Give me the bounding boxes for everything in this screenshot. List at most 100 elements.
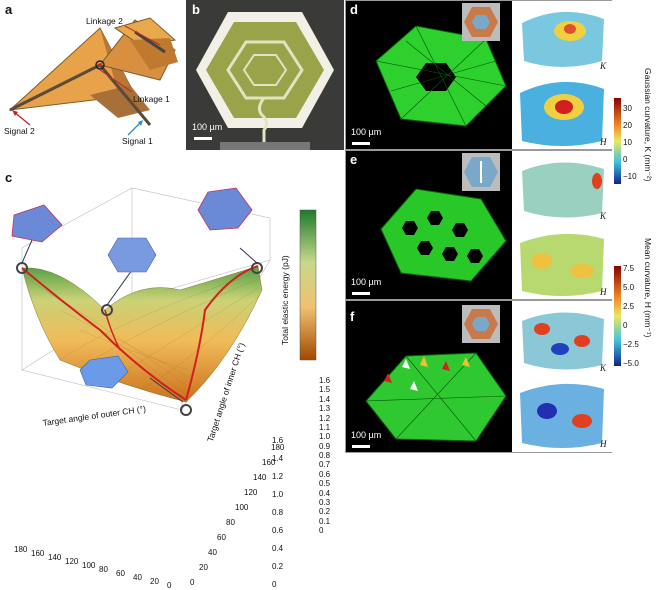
panel-d-maps: K H <box>512 1 612 149</box>
panel-c: c <box>0 170 345 590</box>
x-tick-5: 80 <box>99 565 108 574</box>
panel-d-thumbnail <box>462 3 500 41</box>
k-tick-2: 10 <box>623 138 632 147</box>
linkage2-label: Linkage 2 <box>86 16 123 26</box>
k-tick-3: 0 <box>623 155 628 164</box>
signal2-label: Signal 2 <box>4 126 35 136</box>
y-tick-1: 20 <box>199 563 208 572</box>
z-axis-label: Total elastic energy (pJ) <box>280 255 290 345</box>
panel-a-label: a <box>5 2 13 17</box>
z-tick-5: 1.0 <box>272 490 284 499</box>
curvature-colorbars <box>614 98 621 366</box>
x-tick-1: 160 <box>31 549 45 558</box>
panel-f-thumbnail <box>462 305 500 343</box>
colorbar-tick-16: 0 <box>319 526 324 535</box>
colorbar-tick-0: 1.6 <box>319 376 331 385</box>
panel-e-thumbnail <box>462 153 500 191</box>
x-tick-7: 40 <box>133 573 142 582</box>
scale-bar-b <box>194 137 212 140</box>
colorbar-tick-3: 1.3 <box>319 404 331 414</box>
panel-f-structure <box>365 352 507 442</box>
y-tick-8: 160 <box>262 458 276 467</box>
colorbar-tick-10: 0.6 <box>319 469 331 479</box>
colorbar-tick-9: 0.7 <box>319 460 331 470</box>
y-tick-9: 180 <box>271 443 285 452</box>
scale-text-b: 100 µm <box>192 122 223 132</box>
y-tick-7: 140 <box>253 473 267 482</box>
scale-text-f: 100 µm <box>351 430 382 440</box>
x-tick-2: 140 <box>48 553 62 562</box>
y-tick-2: 40 <box>208 548 217 557</box>
panel-d-label: d <box>350 2 358 17</box>
h-tick-4: −2.5 <box>623 340 639 349</box>
colorbar-tick-15: 0.1 <box>319 516 331 526</box>
label-h-e: H <box>600 287 607 297</box>
inset-structures <box>11 187 253 389</box>
colorbar-tick-14: 0.2 <box>319 507 331 517</box>
label-k-f: K <box>600 363 607 373</box>
z-tick-2: 0.4 <box>272 544 284 553</box>
x-tick-0: 180 <box>14 545 28 554</box>
x-tick-9: 0 <box>167 581 172 590</box>
h-colorbar-title: Mean curvature, H (mm⁻¹) <box>643 238 653 338</box>
colorbar-tick-12: 0.4 <box>319 488 331 498</box>
y-tick-4: 80 <box>226 518 235 527</box>
label-k-e: K <box>600 211 607 221</box>
colorbar-tick-7: 0.9 <box>319 441 331 451</box>
colorbar-tick-13: 0.3 <box>319 497 331 507</box>
energy-surface-plot <box>11 187 317 416</box>
scale-text-d: 100 µm <box>351 127 382 137</box>
panel-e-curvature-maps <box>520 162 604 296</box>
scale-bar-d <box>352 142 370 145</box>
panel-d-curvature-maps <box>520 11 604 146</box>
z-tick-1: 0.2 <box>272 562 284 571</box>
k-colorbar-title: Gaussian curvature, K (mm⁻²) <box>643 68 653 182</box>
panel-f-maps: K H <box>512 301 612 452</box>
h-tick-1: 5.0 <box>623 283 635 292</box>
panel-d-structure <box>375 25 507 127</box>
z-tick-3: 0.6 <box>272 526 284 535</box>
colorbar-tick-5: 1.1 <box>319 422 331 432</box>
panel-e-label: e <box>350 152 358 167</box>
z-tick-4: 0.8 <box>272 508 284 517</box>
colorbar-tick-1: 1.5 <box>319 385 331 395</box>
label-h-d: H <box>600 137 607 147</box>
linkage1-label: Linkage 1 <box>133 94 170 104</box>
k-tick-1: 20 <box>623 121 632 130</box>
y-tick-5: 100 <box>235 503 249 512</box>
chip-micrograph <box>196 12 334 150</box>
h-tick-3: 0 <box>623 321 628 330</box>
panel-e: e 100 µm <box>346 151 512 299</box>
panel-f-label: f <box>350 309 355 324</box>
scale-text-e: 100 µm <box>351 277 382 287</box>
k-tick-0: 30 <box>623 104 632 113</box>
panel-c-label: c <box>5 170 13 185</box>
z-tick-6: 1.2 <box>272 472 284 481</box>
h-tick-2: 2.5 <box>623 302 635 311</box>
x-tick-4: 100 <box>82 561 96 570</box>
panel-b: b 100 µm <box>186 0 344 150</box>
x-tick-6: 60 <box>116 569 125 578</box>
colorbar-tick-2: 1.4 <box>319 394 331 404</box>
z-tick-0: 0 <box>272 580 277 589</box>
colorbar-tick-8: 0.8 <box>319 451 331 460</box>
colorbar-tick-11: 0.5 <box>319 479 331 489</box>
z-tick-8: 1.6 <box>272 436 284 445</box>
label-k-d: K <box>600 61 607 71</box>
panel-a: a Linkage 2 Linkage 1 Signal 2 Signal 1 <box>0 0 185 150</box>
panel-e-maps: K H <box>512 151 612 299</box>
signal1-label: Signal 1 <box>122 136 153 146</box>
x-tick-8: 20 <box>150 577 159 586</box>
h-tick-5: −5.0 <box>623 359 639 368</box>
x-tick-3: 120 <box>65 557 79 566</box>
panel-e-structure <box>380 188 507 282</box>
y-tick-6: 120 <box>244 488 258 497</box>
linkage-illustration <box>8 17 178 136</box>
scale-bar-f <box>352 445 370 448</box>
h-tick-0: 7.5 <box>623 264 635 273</box>
panel-f: f 100 µm <box>346 301 512 452</box>
y-tick-0: 0 <box>190 578 195 587</box>
panel-f-curvature-maps <box>520 312 604 448</box>
k-tick-4: −10 <box>623 172 637 181</box>
colorbar-tick-6: 1.0 <box>319 432 331 442</box>
